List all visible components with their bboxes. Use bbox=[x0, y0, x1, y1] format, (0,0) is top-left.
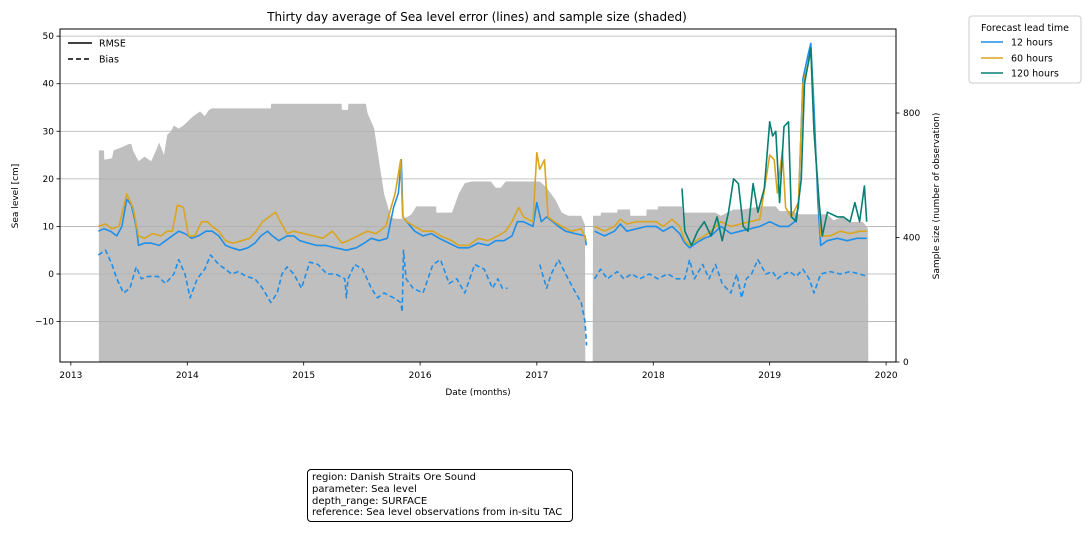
x-tick-label: 2016 bbox=[409, 371, 432, 381]
legend-label-60h: 60 hours bbox=[1011, 54, 1053, 65]
y-axis-label: Sea level [cm] bbox=[11, 164, 21, 229]
y2-tick-label: 0 bbox=[903, 358, 909, 368]
y-axis-right: 0 400 800 bbox=[896, 109, 920, 368]
series-lines bbox=[97, 42, 869, 346]
x-tick-label: 2020 bbox=[875, 371, 898, 381]
x-tick-label: 2019 bbox=[758, 371, 781, 381]
y2-tick-label: 800 bbox=[903, 109, 920, 119]
info-depth-range: depth_range: SURFACE bbox=[312, 495, 428, 507]
y-tick-label: 10 bbox=[43, 222, 55, 232]
series-line-120-hours-rmse bbox=[681, 47, 868, 247]
x-tick-label: 2018 bbox=[642, 371, 665, 381]
legend-title: Forecast lead time bbox=[981, 23, 1069, 34]
x-tick-label: 2015 bbox=[292, 371, 315, 381]
y-tick-label: 30 bbox=[43, 127, 55, 137]
y2-axis-label: Sample size (number of observation) bbox=[932, 113, 942, 280]
x-tick-label: 2014 bbox=[176, 371, 199, 381]
y-tick-label: 0 bbox=[48, 270, 54, 280]
y-tick-label: 40 bbox=[43, 80, 55, 90]
info-parameter: parameter: Sea level bbox=[312, 483, 417, 495]
plot-frame bbox=[59, 28, 897, 363]
legend-label-120h: 120 hours bbox=[1011, 69, 1059, 80]
sample-size-area bbox=[98, 103, 869, 362]
bias-legend-label: Bias bbox=[99, 55, 119, 66]
x-tick-label: 2017 bbox=[525, 371, 548, 381]
series-line-12-hours-rmse bbox=[97, 42, 867, 251]
y-tick-label: −10 bbox=[35, 318, 54, 328]
series-line-12-hours-bias bbox=[97, 249, 869, 346]
legend-label-12h: 12 hours bbox=[1011, 38, 1053, 49]
info-reference: reference: Sea level observations from i… bbox=[312, 507, 563, 519]
metadata-info-box: region: Danish Straits Ore Sound paramet… bbox=[307, 469, 573, 523]
sample-size-area-layer bbox=[98, 103, 869, 362]
style-legend: RMSE Bias bbox=[68, 39, 126, 66]
y-axis-left: −10 0 10 20 30 40 50 bbox=[35, 32, 60, 328]
lead-time-legend: Forecast lead time 12 hours 60 hours 120… bbox=[968, 15, 1082, 84]
legend-frame bbox=[968, 15, 1082, 84]
x-axis: 2013 2014 2015 2016 2017 2018 2019 2020 bbox=[59, 362, 898, 381]
rmse-legend-label: RMSE bbox=[99, 39, 126, 50]
x-axis-label: Date (months) bbox=[445, 388, 510, 398]
y-tick-label: 50 bbox=[43, 32, 55, 42]
chart-title: Thirty day average of Sea level error (l… bbox=[266, 10, 687, 24]
y2-tick-label: 400 bbox=[903, 234, 920, 244]
y-tick-label: 20 bbox=[43, 175, 55, 185]
info-region: region: Danish Straits Ore Sound bbox=[312, 472, 477, 483]
x-tick-label: 2013 bbox=[59, 371, 82, 381]
